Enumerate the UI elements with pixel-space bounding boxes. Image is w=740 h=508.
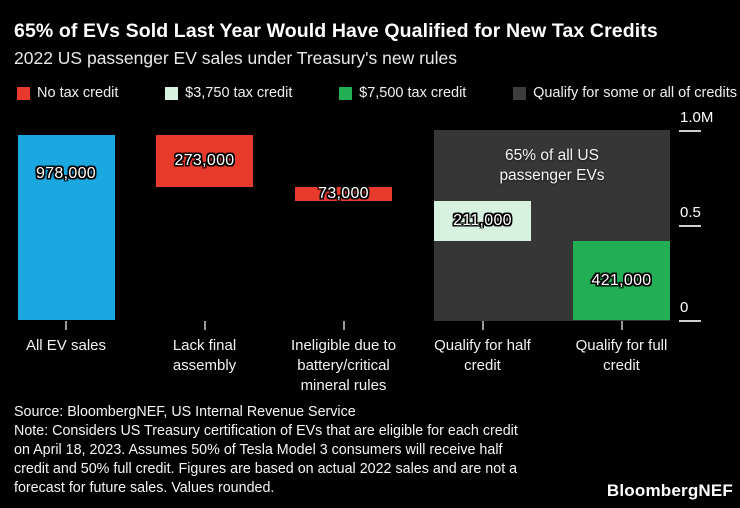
bar-value-label-qualify-for-full-credit: 421,000	[591, 271, 652, 289]
legend-item-no-tax-credit: No tax credit	[17, 85, 118, 101]
highlight-annotation: 65% of all US passenger EVs	[434, 146, 670, 186]
legend-label: $7,500 tax credit	[359, 85, 467, 101]
chart-title: 65% of EVs Sold Last Year Would Have Qua…	[14, 20, 658, 42]
x-axis-label-ineligible-due-to-battery-critical-mineral-rules: Ineligible due to battery/critical mineral…	[264, 336, 424, 396]
note-line: credit and 50% full credit. Figures are …	[14, 461, 518, 477]
x-axis-label-line: Ineligible due to	[290, 337, 397, 354]
legend-item-3-750-tax-credit: $3,750 tax credit	[165, 85, 292, 101]
bar-value-label-all-ev-sales: 978,000	[36, 165, 96, 183]
bar-lack-final-assembly: 273,000	[156, 135, 253, 187]
x-axis-label-line: mineral rules	[300, 377, 387, 394]
x-axis-label-line: Qualify for half	[434, 337, 531, 354]
x-axis-label-line: Qualify for full	[575, 337, 668, 354]
y-axis-tick-1-0m	[679, 130, 701, 132]
footer: Source: BloombergNEF, US Internal Revenu…	[14, 403, 518, 498]
legend-item-7-500-tax-credit: $7,500 tax credit	[339, 85, 466, 101]
x-axis-label-line: battery/critical	[297, 357, 390, 374]
bar-ineligible-due-to-battery-critical-mineral-rules: 73,000	[295, 184, 392, 202]
legend-item-qualify-for-some-or-all-of-credits: Qualify for some or all of credits	[513, 85, 737, 101]
bar-qualify-for-half-credit: 211,000	[434, 200, 531, 241]
x-axis-label-qualify-for-full-credit: Qualify for full credit	[542, 336, 702, 376]
chart-subtitle: 2022 US passenger EV sales under Treasur…	[14, 48, 458, 68]
note-line: Note: Considers US Treasury certificatio…	[14, 423, 518, 439]
x-axis-label-line: assembly	[172, 357, 237, 374]
legend-label: $3,750 tax credit	[185, 85, 293, 101]
bar-value-label-qualify-for-half-credit: 211,000	[453, 211, 512, 229]
bloombergnef-logo: BloombergNEF	[606, 481, 733, 500]
bar-value-label-lack-final-assembly: 273,000	[174, 152, 235, 170]
y-axis-label-0-5: 0.5	[680, 203, 701, 221]
x-axis-tick-ineligible-due-to-battery-critical-mineral-rules	[342, 321, 345, 330]
y-axis-tick-0-5	[679, 224, 701, 227]
legend-swatch-icon	[17, 86, 30, 100]
bar-all-ev-sales: 978,000	[17, 135, 115, 321]
y-axis-label-0: 0	[680, 298, 689, 316]
note-line: forecast for future sales. Values rounde…	[14, 480, 275, 496]
y-axis-tick-0	[679, 319, 701, 322]
legend-swatch-icon	[165, 86, 179, 100]
x-axis-label-qualify-for-half-credit: Qualify for half credit	[403, 336, 563, 376]
bar-value-label-ineligible-due-to-battery-critical-mineral-rules: 73,000	[318, 184, 369, 202]
methodology-note: Note: Considers US Treasury certificatio…	[14, 422, 518, 498]
source-note: Source: BloombergNEF, US Internal Revenu…	[14, 404, 356, 420]
highlight-annotation-line: passenger EVs	[499, 167, 605, 184]
x-axis-tick-qualify-for-full-credit	[620, 321, 623, 330]
x-axis-label-line: Lack final	[172, 337, 237, 354]
x-axis-tick-lack-final-assembly	[203, 321, 206, 330]
x-axis-tick-all-ev-sales	[65, 321, 67, 330]
x-axis-tick-qualify-for-half-credit	[481, 321, 484, 330]
x-axis-label-lack-final-assembly: Lack final assembly	[125, 336, 285, 376]
y-axis-label-1-0m: 1.0M	[680, 109, 714, 126]
x-axis-label-all-ev-sales: All EV sales	[0, 336, 146, 356]
x-axis-label-line: credit	[603, 357, 640, 374]
legend-swatch-icon	[513, 86, 527, 100]
bar-qualify-for-full-credit: 421,000	[573, 240, 670, 321]
legend-swatch-icon	[339, 86, 353, 100]
highlight-annotation-line: 65% of all US	[505, 147, 599, 164]
legend-label: Qualify for some or all of credits	[533, 85, 737, 101]
legend: No tax credit $3,750 tax credit $7,500 tax…	[17, 85, 737, 101]
x-axis-label-line: All EV sales	[25, 337, 107, 354]
note-line: on April 18, 2023. Assumes 50% of Tesla …	[14, 442, 503, 458]
legend-label: No tax credit	[37, 85, 119, 101]
x-axis-label-line: credit	[464, 357, 501, 374]
